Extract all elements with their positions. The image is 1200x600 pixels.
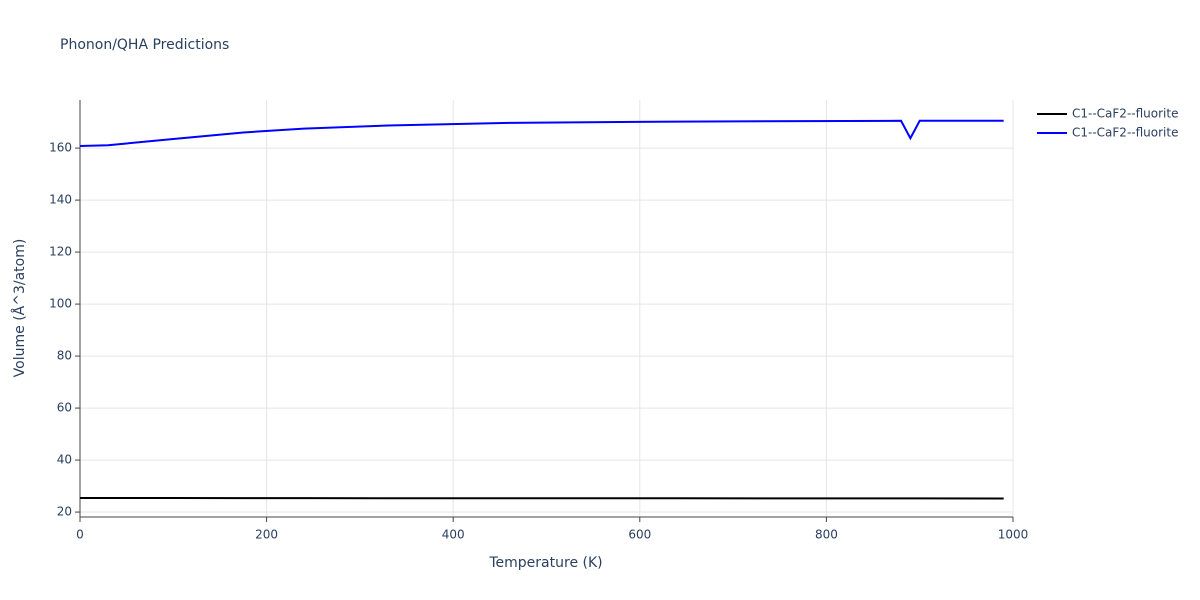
y-tick-label: 100 [49, 297, 72, 311]
y-tick-label: 120 [49, 245, 72, 259]
x-tick-label: 0 [76, 528, 84, 542]
series-line [79, 119, 1004, 148]
y-tick-label: 60 [57, 401, 72, 415]
x-tick-label: 200 [255, 528, 278, 542]
y-tick-label: 80 [57, 349, 72, 363]
x-tick-label: 800 [815, 528, 838, 542]
x-axis-title: Temperature (K) [488, 555, 602, 571]
y-tick-label: 20 [57, 505, 72, 519]
legend-label: C1--CaF2--fluorite [1072, 107, 1178, 121]
y-tick-label: 160 [49, 141, 72, 155]
x-tick-label: 1000 [998, 528, 1029, 542]
x-tick-label: 600 [628, 528, 651, 542]
y-tick-label: 40 [57, 453, 72, 467]
y-axis-title: Volume (Å^3/atom) [11, 239, 28, 378]
series-line [80, 497, 1004, 500]
x-tick-label: 400 [442, 528, 465, 542]
chart-title: Phonon/QHA Predictions [60, 37, 229, 53]
y-tick-label: 140 [49, 193, 72, 207]
legend-label: C1--CaF2--fluorite [1072, 126, 1178, 140]
